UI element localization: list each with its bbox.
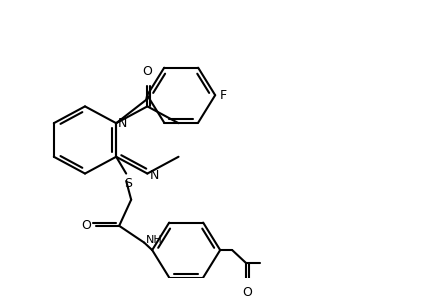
Text: N: N xyxy=(149,169,159,182)
Text: O: O xyxy=(242,286,252,298)
Text: S: S xyxy=(124,177,132,190)
Text: F: F xyxy=(220,89,227,102)
Text: NH: NH xyxy=(146,235,163,245)
Text: N: N xyxy=(118,117,128,130)
Text: O: O xyxy=(81,219,91,232)
Text: O: O xyxy=(142,65,152,78)
